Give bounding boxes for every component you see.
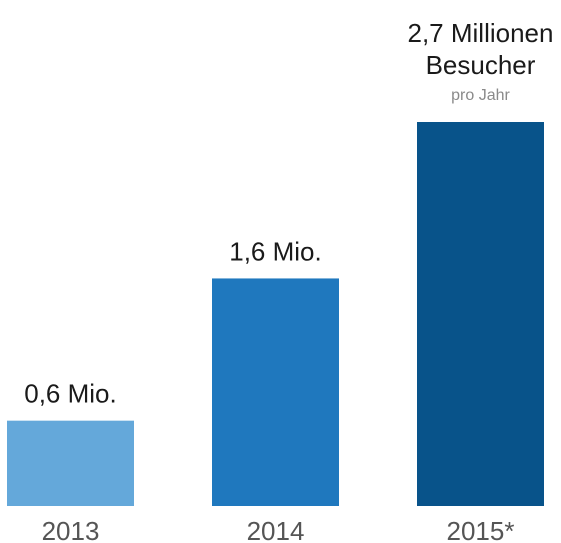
data-label-2014-line-1: 1,6 Mio. <box>229 236 322 266</box>
data-label-2013-line-1: 0,6 Mio. <box>24 379 117 409</box>
sub-label-2015: pro Jahr <box>451 87 510 104</box>
data-label-2015-line-1: 2,7 Millionen <box>408 18 554 48</box>
data-label-2015-line-2: Besucher <box>426 50 536 80</box>
x-tick-label-2013: 2013 <box>42 516 100 543</box>
bar-2015 <box>417 122 544 506</box>
x-tick-label-2015: 2015* <box>447 516 515 543</box>
bar-2013 <box>7 420 134 506</box>
x-tick-label-2014: 2014 <box>247 516 305 543</box>
bar-2014 <box>212 278 339 506</box>
